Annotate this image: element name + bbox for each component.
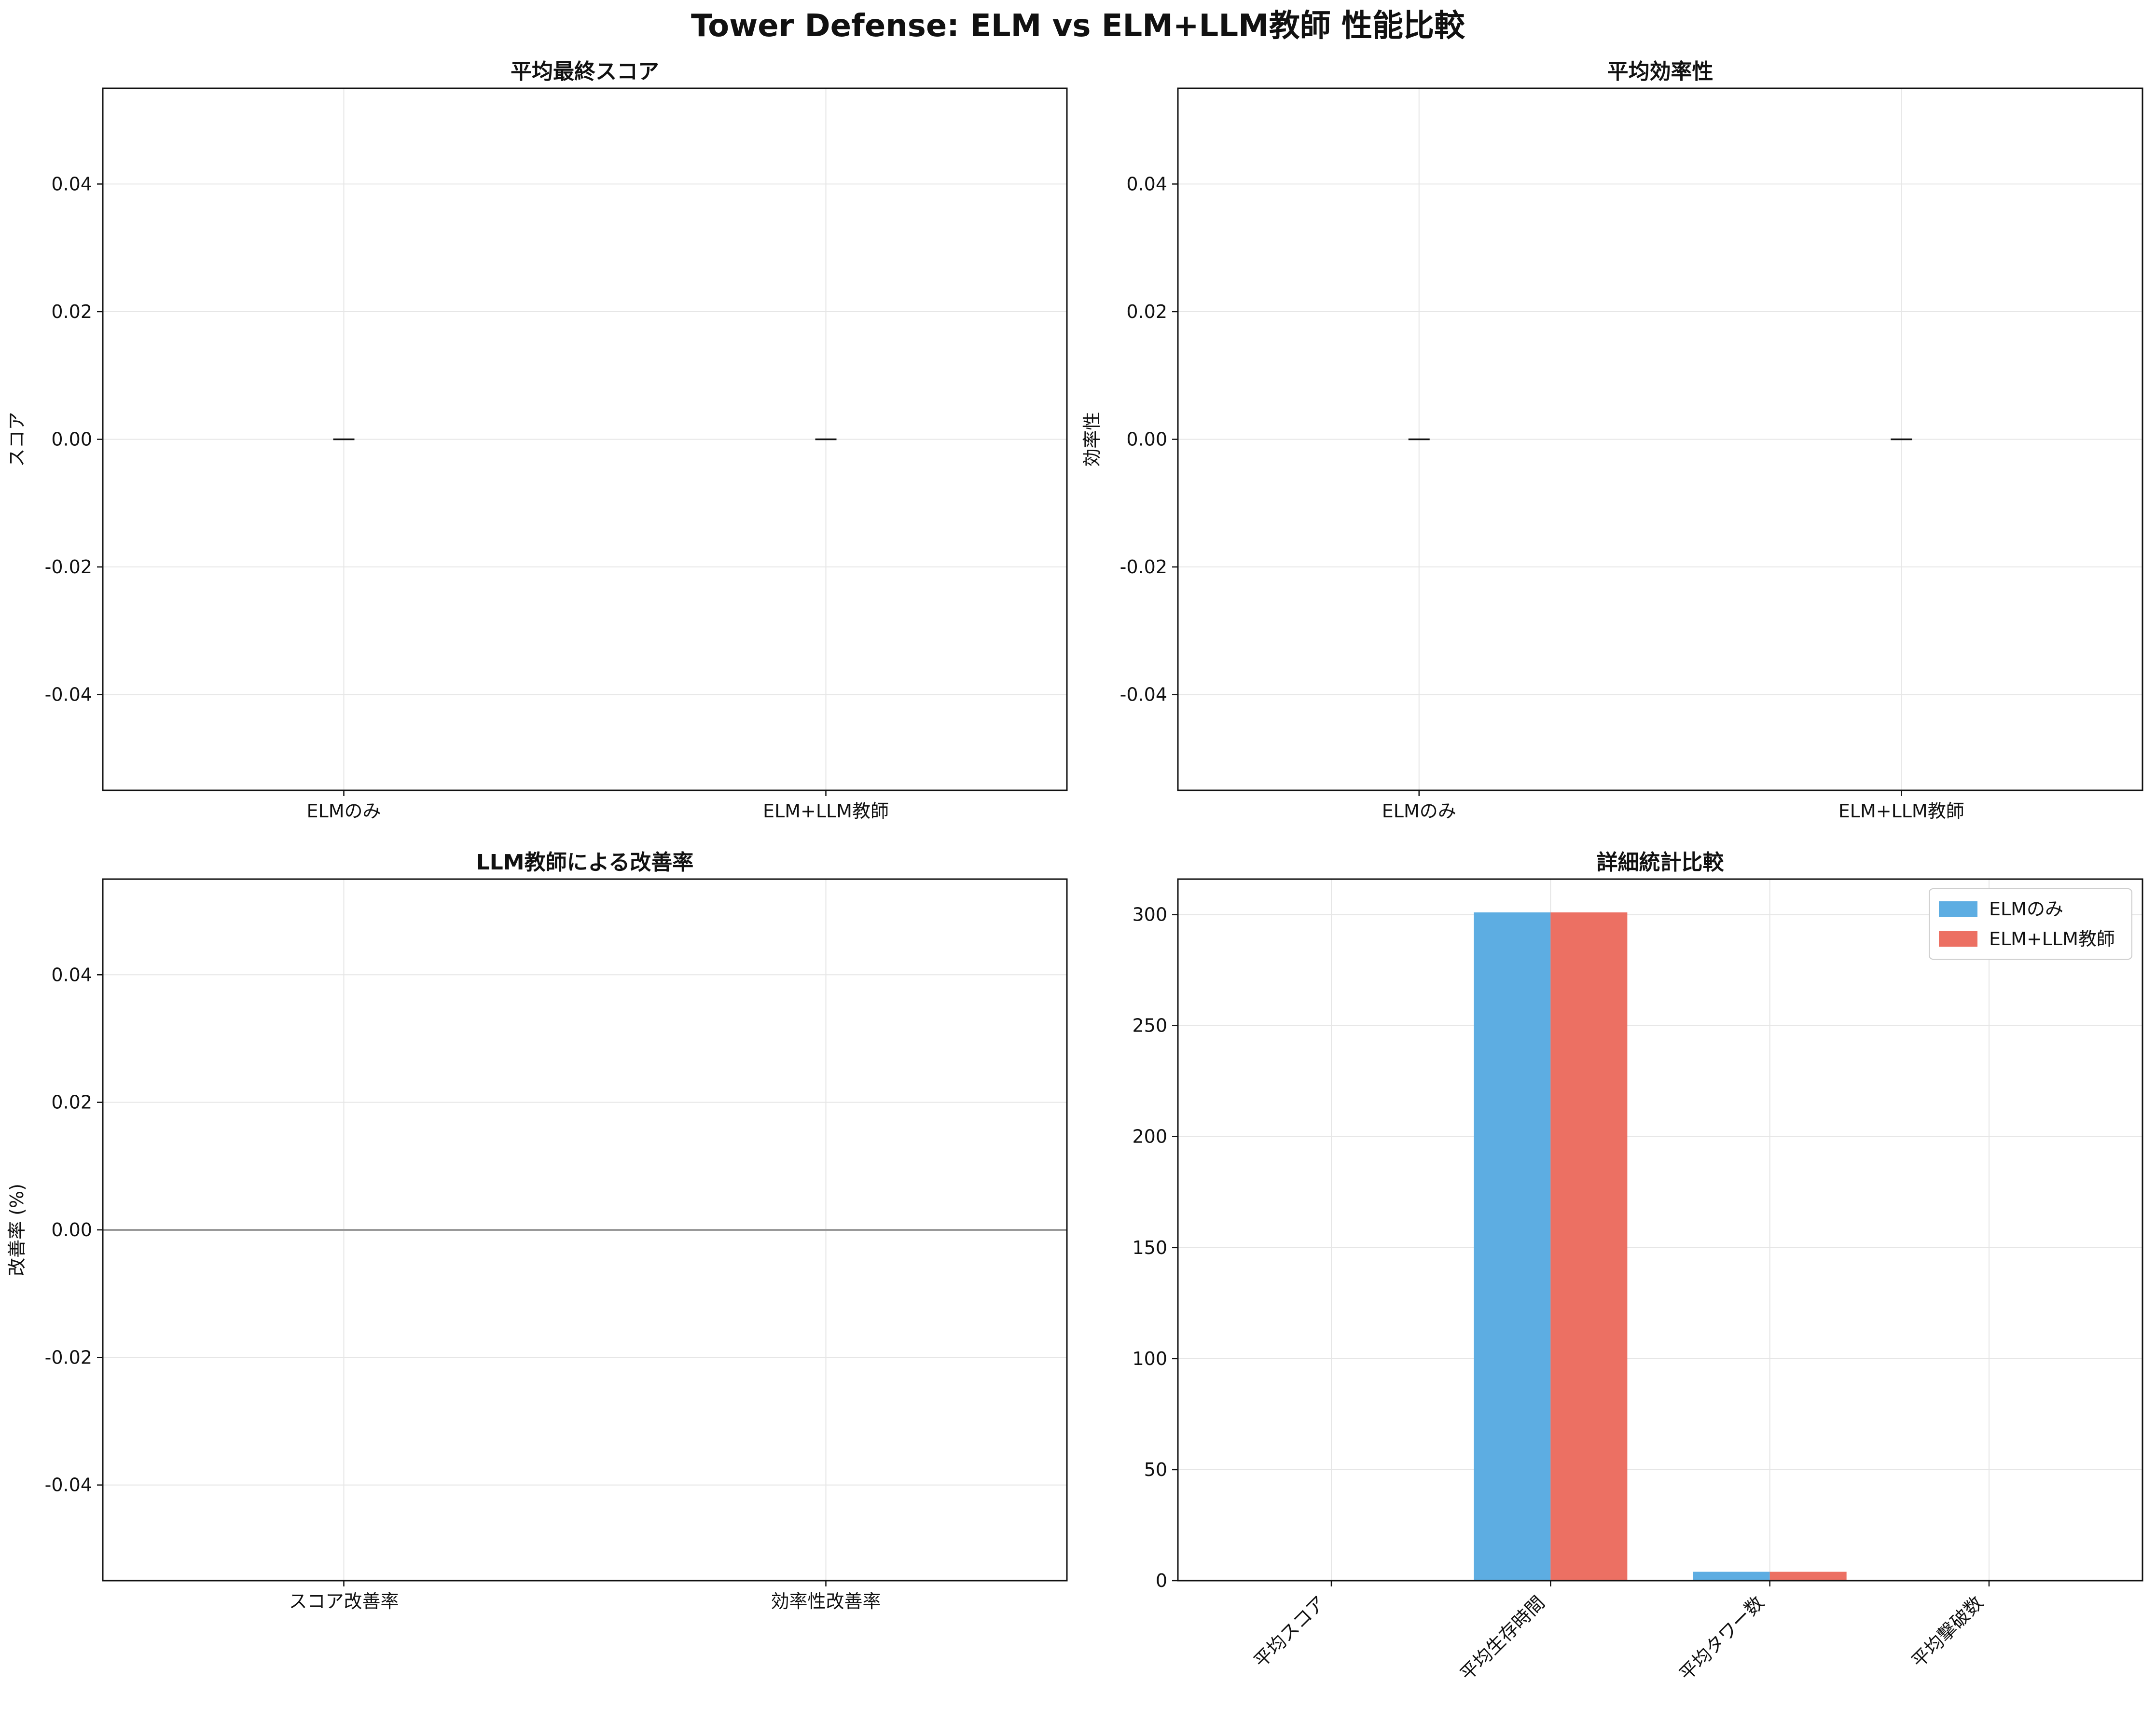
y-tick-label: -0.04 [45, 684, 92, 705]
bar [1550, 912, 1628, 1581]
y-tick-label: 0.04 [51, 964, 92, 985]
y-tick-label: -0.04 [1120, 684, 1167, 705]
legend-swatch [1939, 901, 1977, 917]
bar [1693, 1571, 1770, 1581]
x-tick-label: ELM+LLM教師 [1838, 800, 1964, 822]
y-tick-label: 0 [1156, 1570, 1167, 1591]
bar [1474, 912, 1551, 1581]
y-tick-label: 50 [1144, 1459, 1167, 1480]
x-tick-label: スコア改善率 [289, 1591, 399, 1612]
y-tick-label: 100 [1132, 1348, 1167, 1369]
y-tick-label: -0.02 [1120, 556, 1167, 578]
y-tick-label: -0.02 [45, 1347, 92, 1368]
y-tick-label: 0.04 [51, 173, 92, 194]
legend-box [1929, 888, 2132, 960]
y-axis-label: 効率性 [1081, 412, 1103, 467]
x-tick-label: 効率性改善率 [771, 1591, 881, 1612]
y-tick-label: 0.02 [1126, 301, 1167, 322]
panel-title: 平均最終スコア [511, 59, 659, 84]
panel-title: 平均効率性 [1607, 59, 1714, 84]
y-tick-label: 0.00 [51, 429, 92, 450]
y-tick-label: 0.00 [1126, 429, 1167, 450]
x-tick-label: ELMのみ [307, 800, 381, 822]
figure-title: Tower Defense: ELM vs ELM+LLM教師 性能比較 [691, 8, 1465, 44]
y-tick-label: 200 [1132, 1126, 1167, 1147]
y-tick-label: 0.00 [51, 1219, 92, 1240]
axes-frame [1177, 87, 2143, 791]
panel-2: 平均効率性 -0.04 -0.02 0.00 0.02 0.04 効率性 ELMのみ ELM+L… [1081, 59, 2143, 822]
legend-label: ELMのみ [1989, 898, 2063, 920]
y-axis-label: 改善率 (%) [6, 1184, 28, 1276]
axes-frame [102, 87, 1068, 791]
bar [1769, 1571, 1847, 1581]
y-axis-label: スコア [6, 412, 28, 467]
y-tick-label: 0.04 [1126, 173, 1167, 194]
y-tick-label: 250 [1132, 1015, 1167, 1036]
x-tick-label: ELM+LLM教師 [763, 800, 889, 822]
panel-3: LLM教師による改善率 -0.04 -0.02 0.00 0.02 0.04 改善率 (%)… [6, 850, 1068, 1612]
y-tick-label: 150 [1132, 1237, 1167, 1258]
panel-1: 平均最終スコア -0.04 -0.02 0.00 0.02 0.04 スコア ELMのみ ELM… [6, 59, 1068, 822]
y-tick-label: -0.04 [45, 1475, 92, 1496]
y-tick-label: 300 [1132, 904, 1167, 925]
panel-title: 詳細統計比較 [1597, 850, 1725, 875]
x-tick-label: ELMのみ [1382, 800, 1456, 822]
legend-swatch [1939, 931, 1977, 947]
panel-title: LLM教師による改善率 [476, 850, 694, 875]
legend: ELMのみ ELM+LLM教師 [1929, 888, 2132, 960]
legend-label: ELM+LLM教師 [1989, 928, 2115, 950]
axes-frame [102, 878, 1068, 1582]
y-tick-label: 0.02 [51, 301, 92, 322]
y-tick-label: -0.02 [45, 556, 92, 578]
axes-frame [1177, 878, 2143, 1582]
y-tick-label: 0.02 [51, 1092, 92, 1113]
